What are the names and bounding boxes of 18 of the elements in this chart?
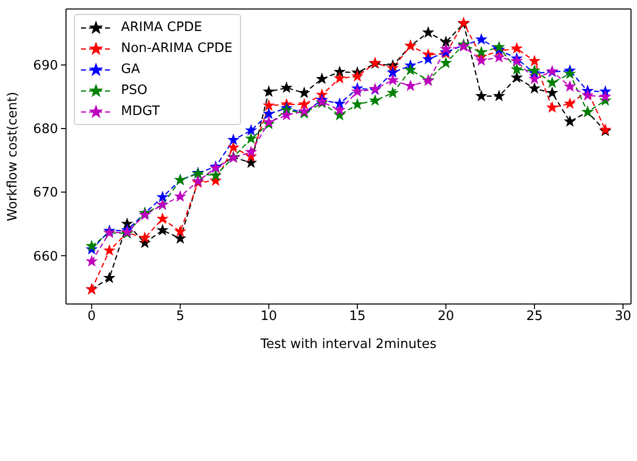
- y-tick-label: 660: [33, 249, 58, 264]
- x-tick-label: 20: [438, 309, 454, 324]
- legend-label: GA: [121, 62, 140, 77]
- y-axis-title: Workflow cost(cent): [6, 92, 21, 222]
- legend-label: Non-ARIMA CPDE: [121, 41, 232, 56]
- legend-label: ARIMA CPDE: [121, 20, 202, 35]
- legend-label: MDGT: [121, 104, 160, 119]
- y-tick-label: 670: [33, 186, 58, 201]
- x-tick-label: 30: [614, 309, 632, 324]
- y-tick-label: 680: [33, 122, 58, 138]
- x-tick-label: 10: [260, 309, 278, 324]
- y-tick-label: 690: [33, 58, 58, 74]
- x-tick-label: 25: [526, 309, 543, 324]
- x-tick-label: 15: [349, 309, 366, 324]
- x-tick-label: 0: [88, 309, 96, 324]
- x-tick-label: 5: [176, 309, 184, 324]
- legend-label: PSO: [121, 83, 148, 98]
- x-axis-title: Test with interval 2minutes: [259, 337, 437, 352]
